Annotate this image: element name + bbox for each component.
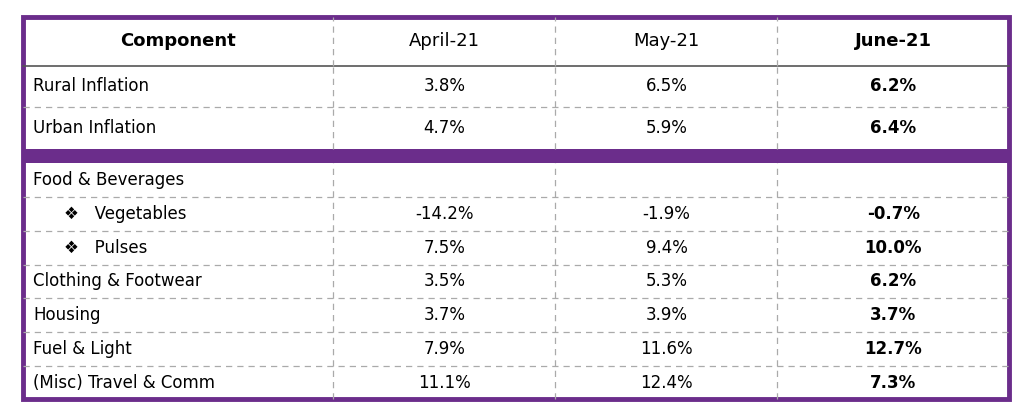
Text: 5.3%: 5.3% xyxy=(645,272,687,290)
Text: Fuel & Light: Fuel & Light xyxy=(33,340,132,358)
Text: Rural Inflation: Rural Inflation xyxy=(33,77,149,95)
Text: April-21: April-21 xyxy=(409,32,480,50)
Text: Food & Beverages: Food & Beverages xyxy=(33,171,185,189)
Text: 4.7%: 4.7% xyxy=(423,119,465,137)
Text: Component: Component xyxy=(120,32,236,50)
Text: ❖   Pulses: ❖ Pulses xyxy=(64,239,148,257)
Text: ❖   Vegetables: ❖ Vegetables xyxy=(64,205,187,223)
Text: (Misc) Travel & Comm: (Misc) Travel & Comm xyxy=(33,374,215,391)
Text: 7.9%: 7.9% xyxy=(423,340,465,358)
Text: 7.5%: 7.5% xyxy=(423,239,465,257)
Text: 6.2%: 6.2% xyxy=(870,77,916,95)
Text: 12.7%: 12.7% xyxy=(865,340,923,358)
Text: 3.9%: 3.9% xyxy=(645,306,687,324)
Text: -0.7%: -0.7% xyxy=(867,205,920,223)
Text: 6.2%: 6.2% xyxy=(870,272,916,290)
Text: 10.0%: 10.0% xyxy=(865,239,923,257)
Text: 9.4%: 9.4% xyxy=(646,239,687,257)
Text: 7.3%: 7.3% xyxy=(870,374,916,391)
Text: Urban Inflation: Urban Inflation xyxy=(33,119,156,137)
Text: 12.4%: 12.4% xyxy=(640,374,692,391)
Text: 6.5%: 6.5% xyxy=(646,77,687,95)
Text: Clothing & Footwear: Clothing & Footwear xyxy=(33,272,202,290)
Text: 3.7%: 3.7% xyxy=(870,306,916,324)
Text: 3.5%: 3.5% xyxy=(423,272,465,290)
Text: 3.7%: 3.7% xyxy=(423,306,465,324)
Text: Housing: Housing xyxy=(33,306,100,324)
Text: June-21: June-21 xyxy=(854,32,932,50)
Text: 11.1%: 11.1% xyxy=(418,374,471,391)
Text: 11.6%: 11.6% xyxy=(640,340,692,358)
Text: -14.2%: -14.2% xyxy=(415,205,474,223)
Text: 3.8%: 3.8% xyxy=(423,77,465,95)
Text: 5.9%: 5.9% xyxy=(646,119,687,137)
Text: -1.9%: -1.9% xyxy=(643,205,690,223)
Text: May-21: May-21 xyxy=(634,32,700,50)
Text: 6.4%: 6.4% xyxy=(870,119,916,137)
Bar xyxy=(23,149,1009,163)
